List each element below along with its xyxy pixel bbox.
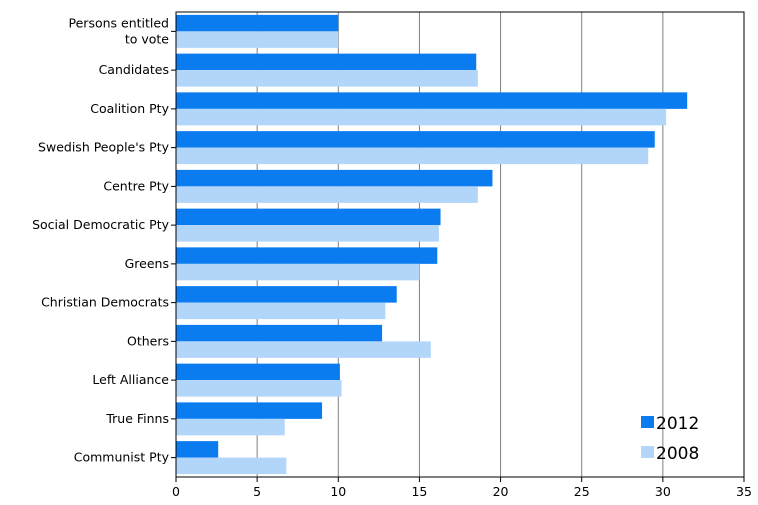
x-tick-label: 35 <box>736 484 752 499</box>
bar-2008 <box>176 108 667 126</box>
bar-2008 <box>176 70 478 87</box>
category-label: Others <box>127 333 169 348</box>
bar-2012 <box>176 208 441 226</box>
x-axis-ticks: 0 5 10 15 20 25 30 35 <box>172 477 752 499</box>
y-axis-ticks <box>171 30 176 459</box>
bar-2008 <box>176 457 287 475</box>
category-label: Candidates <box>99 62 169 77</box>
bar-2012 <box>176 247 438 264</box>
x-tick-label: 5 <box>253 484 261 499</box>
bar-2008 <box>176 302 386 320</box>
legend: 2012 2008 <box>641 414 699 464</box>
plot-frame <box>175 11 745 478</box>
bar-2012 <box>176 363 340 381</box>
bar-2012 <box>176 169 493 187</box>
legend-swatch-2012 <box>641 416 654 428</box>
bar-2008 <box>176 31 339 48</box>
bar-2012 <box>176 131 655 148</box>
bar-2012 <box>176 14 339 32</box>
bar-2008 <box>176 341 431 358</box>
bar-2012 <box>176 441 219 458</box>
grid-lines <box>256 12 664 477</box>
bar-2012 <box>176 286 397 303</box>
bar-2008 <box>176 186 478 203</box>
category-label: True Finns <box>105 411 169 426</box>
bar-2008 <box>176 225 439 242</box>
legend-swatch-2008 <box>641 446 654 458</box>
category-label: Centre Pty <box>103 178 169 193</box>
category-label: Swedish People's Pty <box>38 140 170 155</box>
category-label: to vote <box>125 31 169 46</box>
x-tick-label: 20 <box>493 484 509 499</box>
category-label: Communist Pty <box>74 450 170 465</box>
bar-2008 <box>176 380 342 397</box>
category-label: Social Democratic Pty <box>32 217 170 232</box>
category-label: Greens <box>125 256 169 271</box>
legend-label-2012: 2012 <box>656 414 699 434</box>
bar-2012 <box>176 92 688 109</box>
category-label: Coalition Pty <box>90 101 169 116</box>
x-tick-label: 25 <box>574 484 590 499</box>
bar-2008 <box>176 418 285 436</box>
legend-label-2008: 2008 <box>656 444 699 464</box>
category-label: Christian Democrats <box>41 295 169 310</box>
bar-2012 <box>176 324 383 342</box>
bar-2008 <box>176 147 649 165</box>
bars <box>176 14 688 475</box>
bar-2012 <box>176 402 323 419</box>
x-tick-label: 10 <box>330 484 346 499</box>
bar-2008 <box>176 263 420 281</box>
category-label: Persons entitled <box>69 15 169 30</box>
bar-2012 <box>176 53 477 71</box>
x-tick-label: 0 <box>172 484 180 499</box>
category-label: Left Alliance <box>92 372 169 387</box>
x-tick-label: 30 <box>655 484 671 499</box>
x-tick-label: 15 <box>411 484 427 499</box>
